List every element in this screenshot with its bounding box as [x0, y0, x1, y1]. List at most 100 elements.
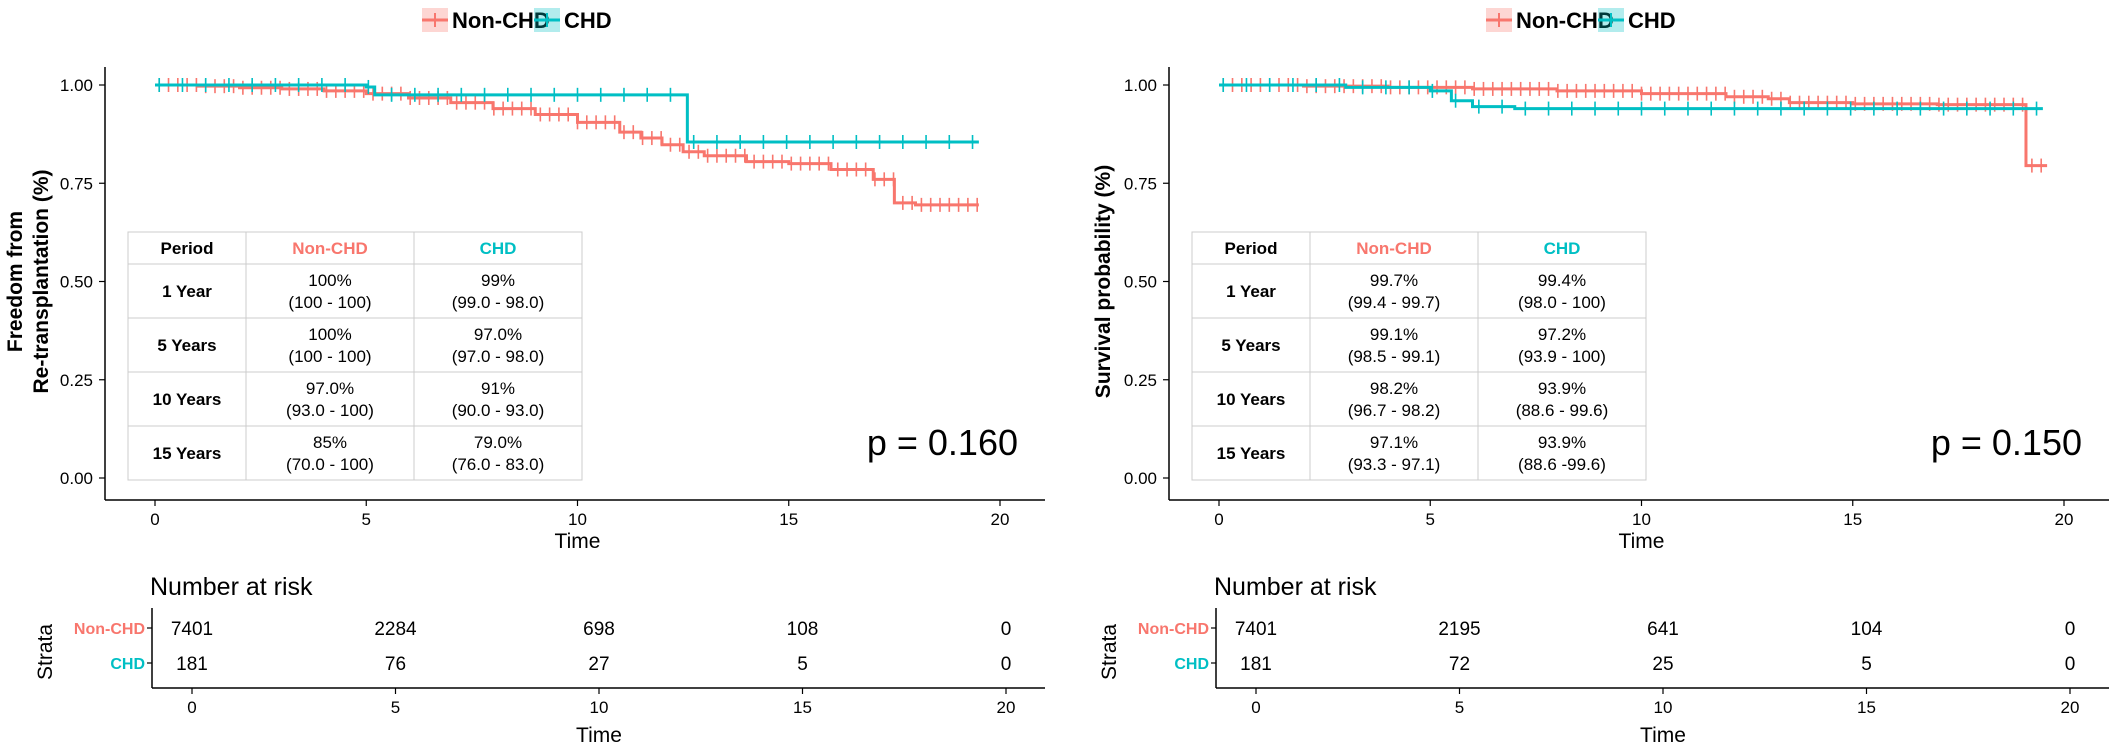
summary-table-chd-ci: (90.0 - 93.0): [452, 401, 545, 420]
summary-table-period: 10 Years: [1217, 390, 1286, 409]
x-axis-title: Time: [555, 530, 601, 553]
legend-chd-label: CHD: [1628, 8, 1676, 33]
summary-table-chd-ci: (88.6 - 99.6): [1516, 401, 1609, 420]
risk-x-tick-label: 5: [1455, 698, 1464, 717]
risk-count: 0: [1001, 654, 1012, 675]
summary-table-chd-ci: (88.6 -99.6): [1518, 455, 1606, 474]
y-tick-label: 0.75: [1124, 174, 1157, 193]
risk-count: 0: [2065, 654, 2076, 675]
summary-table-non-chd-ci: (98.5 - 99.1): [1348, 347, 1441, 366]
risk-count: 181: [1240, 654, 1272, 675]
risk-x-tick-label: 10: [590, 698, 609, 717]
summary-table-header: Period: [161, 239, 214, 258]
summary-table-chd-value: 91%: [481, 379, 515, 398]
risk-x-tick-label: 15: [793, 698, 812, 717]
summary-table-chd-value: 97.0%: [474, 325, 522, 344]
summary-table-non-chd-value: 98.2%: [1370, 379, 1418, 398]
summary-table-header: CHD: [480, 239, 517, 258]
risk-row-label: CHD: [110, 656, 145, 673]
summary-table-period: 5 Years: [157, 336, 216, 355]
summary-table-period: 5 Years: [1221, 336, 1280, 355]
risk-x-axis-title: Time: [1640, 724, 1686, 747]
x-tick-label: 15: [1843, 510, 1862, 529]
summary-table-period: 1 Year: [1226, 282, 1276, 301]
summary-table-period: 15 Years: [1217, 444, 1286, 463]
summary-table-non-chd-value: 99.1%: [1370, 325, 1418, 344]
x-tick-label: 5: [1426, 510, 1435, 529]
series-line-chd: [1219, 83, 2043, 111]
risk-x-tick-label: 20: [997, 698, 1016, 717]
y-tick-label: 0.00: [1124, 469, 1157, 488]
risk-table-title: Number at risk: [1214, 573, 1377, 601]
risk-count: 76: [385, 654, 406, 675]
risk-strata-label: Strata: [34, 624, 57, 680]
y-tick-label: 0.50: [1124, 273, 1157, 292]
summary-table-header: Period: [1225, 239, 1278, 258]
legend: Non-CHD CHD: [1486, 8, 1676, 33]
risk-count: 641: [1647, 619, 1679, 640]
x-tick-label: 20: [991, 510, 1010, 529]
km-chart-right: Non-CHD CHD 0.00 0.25 0.50 0.75 1.00 0 5 10 15 20 Ti…: [1092, 8, 2109, 553]
summary-table-non-chd-value: 85%: [313, 433, 347, 452]
risk-count: 25: [1652, 654, 1673, 675]
summary-table-chd-value: 99%: [481, 271, 515, 290]
summary-table-chd-value: 97.2%: [1538, 325, 1586, 344]
summary-table-non-chd-ci: (100 - 100): [288, 293, 371, 312]
summary-table-chd-ci: (76.0 - 83.0): [452, 455, 545, 474]
x-axis-title: Time: [1619, 530, 1665, 553]
summary-table-non-chd-value: 100%: [308, 271, 351, 290]
p-value: p = 0.150: [1931, 422, 2082, 463]
risk-table-left: Number at risk Strata Non-CHD 7401 2284 698 10…: [34, 573, 1045, 747]
risk-x-tick-label: 5: [391, 698, 400, 717]
km-chart-left: Non-CHD CHD 0.00 0.25 0.50 0.75 1.00 0 5 10 15 20 Ti…: [4, 8, 1045, 553]
summary-table-header: CHD: [1544, 239, 1581, 258]
summary-table: Period Non-CHD CHD 1 Year 100% (100 - 100) 99%…: [127, 231, 583, 481]
risk-table-title: Number at risk: [150, 573, 313, 601]
risk-count: 72: [1449, 654, 1470, 675]
summary-table-period: 15 Years: [153, 444, 222, 463]
summary-table-non-chd-value: 97.1%: [1370, 433, 1418, 452]
y-axis-title: Survival probability (%): [1092, 165, 1115, 398]
y-tick-label: 0.75: [60, 174, 93, 193]
y-tick-label: 0.25: [60, 371, 93, 390]
risk-x-tick-label: 0: [187, 698, 196, 717]
series-line-non-chd: [155, 83, 979, 207]
risk-count: 2284: [374, 619, 417, 640]
y-tick-label: 0.25: [1124, 371, 1157, 390]
risk-count: 2195: [1438, 619, 1480, 640]
risk-row-label: CHD: [1174, 656, 1209, 673]
risk-x-tick-label: 10: [1654, 698, 1673, 717]
risk-table-right: Number at risk Strata Non-CHD 7401 2195 641 10…: [1098, 573, 2109, 747]
summary-table-period: 1 Year: [162, 282, 212, 301]
summary-table-non-chd-value: 99.7%: [1370, 271, 1418, 290]
series-line-chd: [155, 83, 979, 144]
risk-count: 0: [1001, 619, 1012, 640]
summary-table-non-chd-ci: (70.0 - 100): [286, 455, 374, 474]
risk-count: 181: [176, 654, 208, 675]
risk-x-tick-label: 20: [2061, 698, 2080, 717]
risk-count: 5: [1861, 654, 1872, 675]
summary-table-chd-ci: (93.9 - 100): [1518, 347, 1606, 366]
summary-table-chd-ci: (98.0 - 100): [1518, 293, 1606, 312]
summary-table-period: 10 Years: [153, 390, 222, 409]
legend-non-chd-label: Non-CHD: [1516, 8, 1614, 33]
summary-table-frame: [1191, 231, 1647, 481]
risk-count: 7401: [171, 619, 213, 640]
legend-non-chd-label: Non-CHD: [452, 8, 550, 33]
x-tick-label: 20: [2055, 510, 2074, 529]
risk-count: 27: [588, 654, 609, 675]
x-tick-label: 10: [1632, 510, 1651, 529]
summary-table-non-chd-value: 100%: [308, 325, 351, 344]
summary-table-chd-ci: (97.0 - 98.0): [452, 347, 545, 366]
summary-table-chd-value: 93.9%: [1538, 379, 1586, 398]
risk-count: 108: [787, 619, 819, 640]
legend: Non-CHD CHD: [422, 8, 612, 33]
summary-table-header: Non-CHD: [1356, 239, 1432, 258]
y-tick-label: 1.00: [1124, 76, 1157, 95]
right-panel-survival-probability: Non-CHD CHD 0.00 0.25 0.50 0.75 1.00 0 5 10 15 20 Ti…: [1064, 0, 2128, 750]
risk-x-tick-label: 0: [1251, 698, 1260, 717]
risk-strata-label: Strata: [1098, 624, 1121, 680]
legend-chd-label: CHD: [564, 8, 612, 33]
summary-table-non-chd-ci: (93.0 - 100): [286, 401, 374, 420]
x-tick-label: 15: [779, 510, 798, 529]
